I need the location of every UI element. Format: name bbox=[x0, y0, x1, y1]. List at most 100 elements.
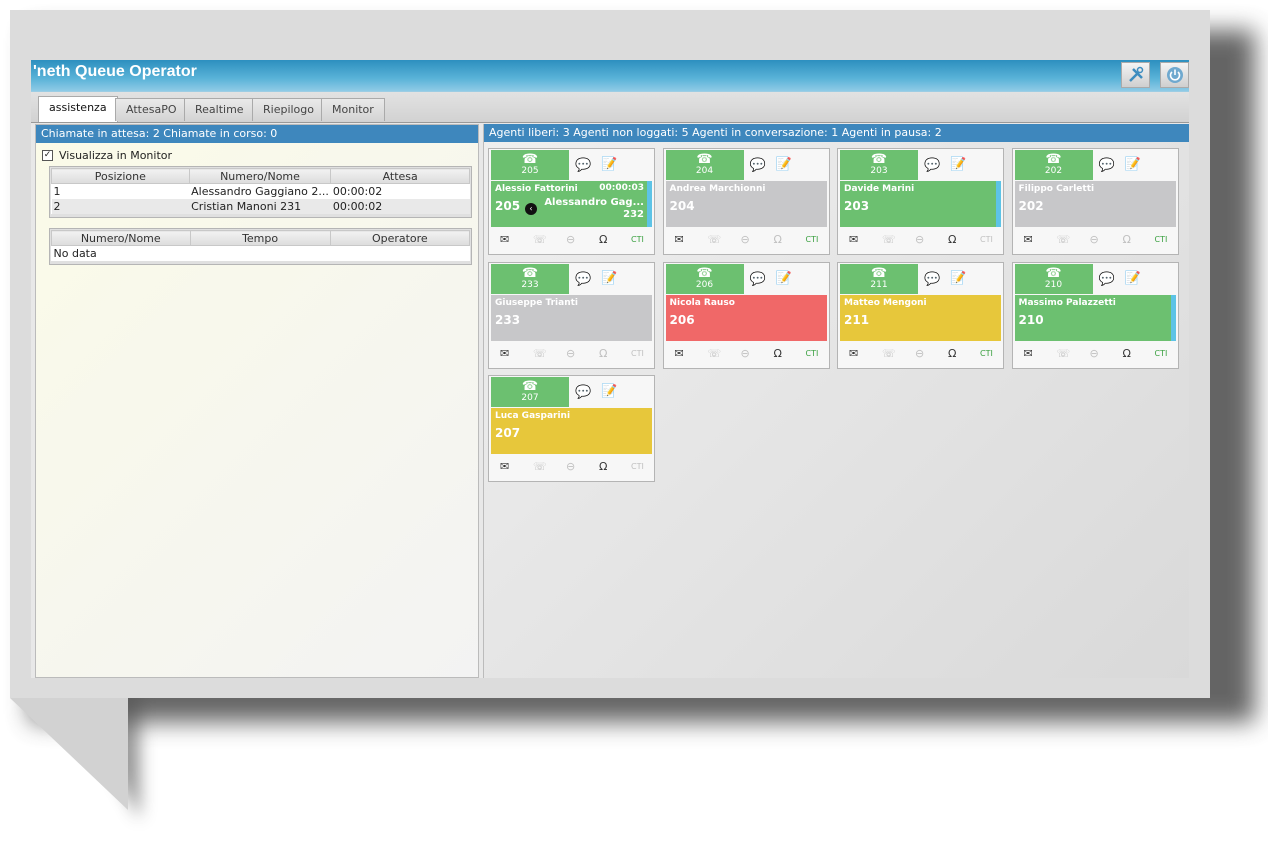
phone-icon: ☎ bbox=[521, 152, 539, 167]
agent-phone-tab[interactable]: ☎ 210 bbox=[1014, 263, 1093, 294]
pause-icon[interactable]: ⊖ bbox=[566, 460, 576, 473]
notes-icon[interactable]: 📝 bbox=[1124, 270, 1141, 286]
col-attesa[interactable]: Attesa bbox=[330, 168, 470, 184]
notes-icon[interactable]: 📝 bbox=[601, 157, 618, 172]
pause-icon[interactable]: ⊖ bbox=[915, 346, 925, 360]
cti-button[interactable]: CTI bbox=[1154, 348, 1168, 358]
chat-icon[interactable]: 💬 bbox=[749, 271, 766, 287]
tab-monitor[interactable]: Monitor bbox=[321, 98, 385, 121]
cti-button[interactable]: CTI bbox=[980, 348, 993, 358]
logout-button[interactable] bbox=[1160, 62, 1189, 88]
pause-icon[interactable]: ⊖ bbox=[1089, 233, 1099, 246]
agent-card[interactable]: ☎ 202 💬 📝 Filippo Carletti 202 ✉ ☏ ⊖ Ω CTI bbox=[1011, 148, 1179, 255]
headset-icon[interactable]: Ω bbox=[1122, 346, 1131, 360]
agent-phone-tab[interactable]: ☎ 207 bbox=[491, 377, 569, 407]
headset-icon[interactable]: Ω bbox=[948, 346, 957, 360]
agent-card[interactable]: ☎ 204 💬 📝 Andrea Marchionni 204 ✉ ☏ ⊖ Ω CTI bbox=[662, 148, 830, 255]
pause-icon[interactable]: ⊖ bbox=[566, 346, 576, 360]
transfer-icon[interactable]: ☏ bbox=[882, 346, 896, 360]
cti-button[interactable]: CTI bbox=[980, 235, 993, 244]
cti-button[interactable]: CTI bbox=[631, 235, 644, 244]
transfer-icon[interactable]: ☏ bbox=[533, 346, 547, 360]
pause-icon[interactable]: ⊖ bbox=[566, 233, 576, 246]
pause-icon[interactable]: ⊖ bbox=[1089, 346, 1099, 360]
headset-icon[interactable]: Ω bbox=[1122, 233, 1131, 246]
cti-button[interactable]: CTI bbox=[631, 348, 644, 358]
table-row[interactable]: 2 Cristian Manoni 231 00:00:02 bbox=[51, 199, 470, 214]
hangup-icon[interactable]: ✉ bbox=[849, 346, 859, 360]
chat-icon[interactable]: 💬 bbox=[1098, 271, 1115, 287]
headset-icon[interactable]: Ω bbox=[599, 346, 608, 360]
hangup-icon[interactable]: ✉ bbox=[674, 233, 684, 246]
agent-phone-tab[interactable]: ☎ 205 bbox=[491, 150, 569, 180]
cti-button[interactable]: CTI bbox=[1154, 235, 1168, 244]
chat-icon[interactable]: 💬 bbox=[749, 158, 766, 173]
hangup-icon[interactable]: ✉ bbox=[1023, 346, 1033, 360]
hangup-icon[interactable]: ✉ bbox=[674, 346, 684, 360]
agent-card[interactable]: ☎ 211 💬 📝 Matteo Mengoni 211 ✉ ☏ ⊖ Ω CTI bbox=[837, 261, 1004, 369]
hangup-icon[interactable]: ✉ bbox=[500, 346, 510, 360]
agent-phone-tab[interactable]: ☎ 233 bbox=[491, 263, 569, 294]
agent-card[interactable]: ☎ 210 💬 📝 Massimo Palazzetti 210 ✉ ☏ ⊖ Ω CTI bbox=[1011, 261, 1179, 369]
tab-attesapo[interactable]: AttesaPO bbox=[115, 98, 188, 121]
col-operatore[interactable]: Operatore bbox=[329, 230, 471, 246]
cti-button[interactable]: CTI bbox=[631, 462, 644, 471]
cti-button[interactable]: CTI bbox=[805, 235, 819, 244]
agent-card[interactable]: ☎ 233 💬 📝 Giuseppe Trianti 233 ✉ ☏ ⊖ Ω CTI bbox=[488, 261, 655, 369]
chat-icon[interactable]: 💬 bbox=[1098, 158, 1115, 173]
pause-icon[interactable]: ⊖ bbox=[740, 346, 750, 360]
hangup-icon[interactable]: ✉ bbox=[1023, 233, 1033, 246]
cti-button[interactable]: CTI bbox=[805, 348, 819, 358]
pause-icon[interactable]: ⊖ bbox=[740, 233, 750, 246]
headset-icon[interactable]: Ω bbox=[599, 233, 608, 246]
headset-icon[interactable]: Ω bbox=[599, 460, 608, 473]
agent-phone-tab[interactable]: ☎ 211 bbox=[840, 263, 918, 294]
agent-phone-tab[interactable]: ☎ 206 bbox=[665, 263, 744, 294]
agent-card[interactable]: ☎ 206 💬 📝 Nicola Rauso 206 ✉ ☏ ⊖ Ω CTI bbox=[662, 261, 830, 369]
tab-riepilogo[interactable]: Riepilogo bbox=[252, 98, 326, 121]
transfer-icon[interactable]: ☏ bbox=[533, 460, 547, 473]
col-numero-nome[interactable]: Numero/Nome bbox=[51, 230, 191, 246]
agent-phone-tab[interactable]: ☎ 202 bbox=[1014, 150, 1093, 180]
headset-icon[interactable]: Ω bbox=[773, 346, 782, 360]
col-tempo[interactable]: Tempo bbox=[189, 230, 331, 246]
headset-icon[interactable]: Ω bbox=[948, 233, 957, 246]
tab-assistenza[interactable]: assistenza bbox=[38, 96, 118, 122]
col-numero-nome[interactable]: Numero/Nome bbox=[188, 168, 332, 184]
chat-icon[interactable]: 💬 bbox=[575, 385, 592, 400]
notes-icon[interactable]: 📝 bbox=[950, 270, 967, 286]
transfer-icon[interactable]: ☏ bbox=[707, 233, 722, 246]
transfer-icon[interactable]: ☏ bbox=[882, 233, 896, 246]
transfer-icon[interactable]: ☏ bbox=[533, 233, 547, 246]
col-posizione[interactable]: Posizione bbox=[51, 168, 190, 184]
agent-phone-tab[interactable]: ☎ 204 bbox=[665, 150, 744, 180]
agent-phone-ext: 211 bbox=[870, 279, 888, 290]
agent-card[interactable]: ☎ 207 💬 📝 Luca Gasparini 207 ✉ ☏ ⊖ Ω CTI bbox=[488, 375, 655, 482]
transfer-icon[interactable]: ☏ bbox=[1056, 233, 1071, 246]
chat-icon[interactable]: 💬 bbox=[924, 271, 941, 287]
agent-phone-ext: 202 bbox=[1044, 166, 1063, 176]
notes-icon[interactable]: 📝 bbox=[775, 157, 792, 172]
notes-icon[interactable]: 📝 bbox=[601, 384, 618, 399]
tab-realtime[interactable]: Realtime bbox=[184, 98, 255, 121]
hangup-icon[interactable]: ✉ bbox=[500, 233, 510, 246]
transfer-icon[interactable]: ☏ bbox=[1056, 346, 1071, 360]
monitor-checkbox[interactable]: ✓ bbox=[42, 150, 53, 161]
agent-card[interactable]: ☎ 203 💬 📝 Davide Marini 203 ✉ ☏ ⊖ Ω CTI bbox=[837, 148, 1004, 255]
chat-icon[interactable]: 💬 bbox=[924, 158, 941, 173]
table-row[interactable]: 1 Alessandro Gaggiano 2... 00:00:02 bbox=[52, 184, 470, 200]
notes-icon[interactable]: 📝 bbox=[775, 270, 792, 286]
pause-icon[interactable]: ⊖ bbox=[915, 233, 925, 246]
agent-phone-tab[interactable]: ☎ 203 bbox=[840, 150, 918, 180]
transfer-icon[interactable]: ☏ bbox=[707, 346, 722, 360]
notes-icon[interactable]: 📝 bbox=[950, 157, 967, 172]
settings-button[interactable] bbox=[1121, 62, 1150, 88]
notes-icon[interactable]: 📝 bbox=[1124, 157, 1141, 172]
headset-icon[interactable]: Ω bbox=[773, 233, 782, 246]
notes-icon[interactable]: 📝 bbox=[601, 270, 618, 286]
hangup-icon[interactable]: ✉ bbox=[500, 460, 510, 473]
chat-icon[interactable]: 💬 bbox=[575, 158, 592, 173]
hangup-icon[interactable]: ✉ bbox=[849, 233, 859, 246]
chat-icon[interactable]: 💬 bbox=[575, 271, 592, 287]
agent-card[interactable]: ☎ 205 💬 📝 Alessio Fattorini 205 00:00:03 ‹ Aless… bbox=[488, 148, 655, 255]
